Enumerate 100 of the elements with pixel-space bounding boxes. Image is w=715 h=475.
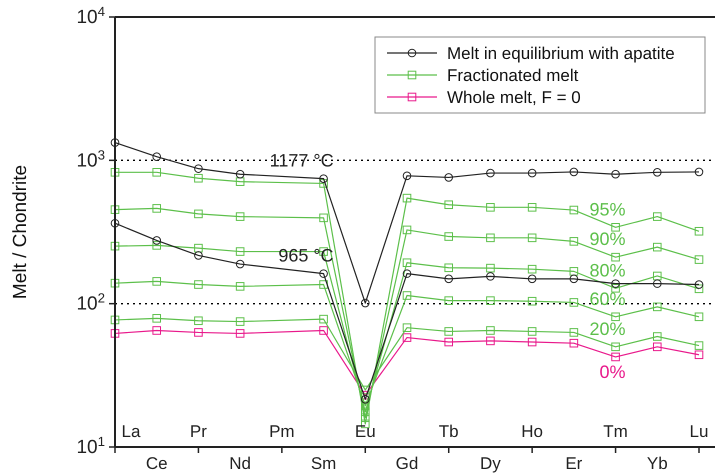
point bbox=[319, 269, 328, 278]
point bbox=[194, 164, 203, 173]
point bbox=[110, 242, 120, 250]
annotation: 90% bbox=[590, 229, 626, 250]
point bbox=[652, 242, 662, 252]
legend-label: Fractionated melt bbox=[447, 66, 579, 85]
x-tick-label: Dy bbox=[480, 454, 502, 473]
point bbox=[570, 168, 578, 176]
legend-label: Whole melt, F = 0 bbox=[447, 88, 581, 107]
point bbox=[444, 327, 454, 336]
point bbox=[194, 251, 203, 260]
point bbox=[110, 316, 120, 324]
point bbox=[486, 326, 495, 335]
point bbox=[152, 168, 162, 177]
point bbox=[236, 282, 244, 291]
point bbox=[319, 179, 328, 188]
point bbox=[236, 329, 244, 338]
x-tick-label: La bbox=[122, 422, 141, 441]
x-tick-label: Lu bbox=[690, 422, 708, 441]
point bbox=[110, 218, 120, 228]
point bbox=[570, 274, 578, 284]
annotation: 95% bbox=[590, 199, 626, 220]
point bbox=[236, 317, 244, 326]
point bbox=[528, 168, 536, 178]
annotation: 0% bbox=[600, 362, 626, 382]
point bbox=[194, 316, 203, 326]
point bbox=[402, 258, 412, 268]
point bbox=[152, 314, 162, 323]
point bbox=[611, 279, 620, 288]
point bbox=[652, 332, 662, 341]
point bbox=[694, 312, 704, 322]
point bbox=[611, 252, 620, 262]
point bbox=[444, 263, 454, 272]
point bbox=[528, 203, 536, 212]
point bbox=[444, 232, 454, 241]
point bbox=[486, 296, 495, 305]
point bbox=[444, 296, 454, 305]
point bbox=[194, 210, 203, 218]
point bbox=[110, 278, 120, 288]
point bbox=[528, 327, 536, 336]
y-tick-label: 10$^{1}$ bbox=[76, 434, 105, 458]
point bbox=[528, 264, 536, 274]
y-tick-label: 10$^{4}$ bbox=[76, 4, 105, 28]
point bbox=[402, 333, 412, 342]
point bbox=[444, 274, 454, 284]
x-tick-label: Er bbox=[565, 454, 583, 473]
x-tick-label: Nd bbox=[229, 454, 252, 473]
point bbox=[611, 352, 620, 362]
point bbox=[528, 234, 536, 242]
y-tick-label: 10$^{2}$ bbox=[76, 290, 105, 315]
point bbox=[110, 138, 120, 147]
point bbox=[486, 168, 495, 178]
annotation: 80% bbox=[590, 260, 626, 280]
point bbox=[694, 168, 704, 176]
point bbox=[236, 177, 244, 186]
x-tick-label: Tb bbox=[438, 422, 459, 441]
point bbox=[402, 172, 412, 180]
x-tick-label: Pm bbox=[269, 422, 295, 441]
point bbox=[570, 328, 578, 337]
point bbox=[402, 226, 412, 234]
point bbox=[194, 328, 203, 337]
point bbox=[570, 298, 578, 307]
point bbox=[152, 236, 162, 245]
point bbox=[611, 223, 620, 232]
x-tick-label: Pr bbox=[190, 422, 208, 441]
x-tick-label: Sm bbox=[310, 454, 336, 473]
point bbox=[152, 277, 162, 286]
point bbox=[360, 395, 370, 404]
point bbox=[319, 280, 328, 289]
point bbox=[694, 226, 704, 236]
point bbox=[486, 234, 495, 242]
x-tick-label: Tm bbox=[603, 422, 628, 441]
point bbox=[570, 267, 578, 276]
point bbox=[152, 241, 162, 250]
point bbox=[319, 314, 328, 324]
point bbox=[319, 174, 328, 183]
point bbox=[319, 326, 328, 335]
point bbox=[360, 413, 370, 422]
point bbox=[694, 280, 704, 289]
point bbox=[486, 203, 495, 212]
point bbox=[611, 312, 620, 322]
point bbox=[444, 338, 454, 346]
x-tick-label: Ho bbox=[521, 422, 544, 441]
point bbox=[528, 296, 536, 306]
point bbox=[236, 170, 244, 179]
x-tick-label: Ce bbox=[146, 454, 168, 473]
point bbox=[694, 350, 704, 360]
point bbox=[570, 338, 578, 348]
annotation: 1177 °C bbox=[270, 150, 334, 171]
point bbox=[611, 342, 620, 352]
point bbox=[110, 168, 120, 177]
point bbox=[110, 205, 120, 214]
point bbox=[319, 214, 328, 222]
point bbox=[402, 194, 412, 202]
point bbox=[360, 298, 370, 308]
point bbox=[194, 280, 203, 289]
annotation: 20% bbox=[590, 318, 626, 339]
point bbox=[402, 291, 412, 300]
point bbox=[110, 329, 120, 338]
point bbox=[194, 174, 203, 183]
